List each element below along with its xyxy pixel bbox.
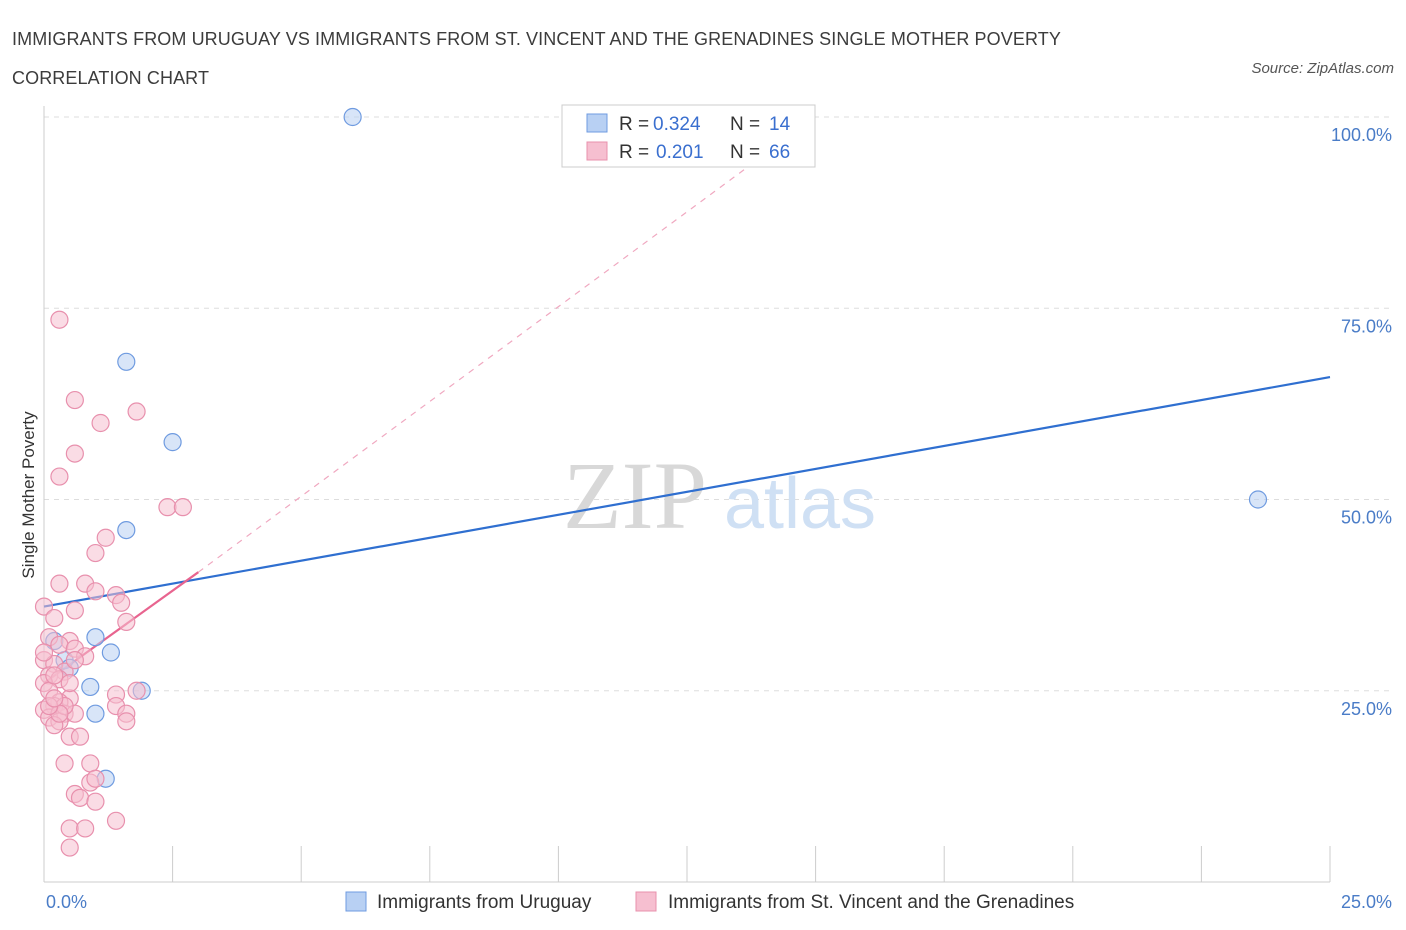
watermark: ZIP atlas [563, 442, 876, 549]
point-uruguay [343, 107, 362, 127]
point-uruguay [117, 352, 136, 371]
bottom-legend-swatch-stvincent [635, 891, 657, 912]
point-stvincent [65, 390, 84, 410]
point-stvincent [96, 528, 115, 547]
point-stvincent [70, 788, 90, 807]
watermark-zip: ZIP [563, 442, 707, 549]
point-stvincent [70, 727, 90, 746]
trend-line-uruguay [43, 376, 1331, 608]
point-stvincent [106, 811, 126, 830]
point-stvincent [60, 673, 79, 693]
point-stvincent [86, 769, 105, 788]
point-stvincent [55, 754, 74, 773]
legend-swatch-uruguay [586, 113, 608, 133]
y-tick-label: 50.0% [1341, 508, 1392, 528]
point-stvincent [34, 597, 54, 616]
legend-n-value-1: 14 [769, 114, 791, 135]
x-tick-label-min: 0.0% [46, 892, 87, 912]
point-uruguay [117, 520, 136, 540]
trend-line-stvincent-extension [197, 116, 816, 573]
point-stvincent [81, 754, 100, 773]
bottom-legend-label-uruguay: Immigrants from Uruguay [377, 892, 592, 913]
grid-lines [44, 116, 1392, 692]
x-tick-label-max: 25.0% [1341, 892, 1392, 912]
bottom-legend: Immigrants from Uruguay Immigrants from … [345, 891, 1074, 913]
legend-box: R = 0.324 N = 14 R = 0.201 N = 66 [561, 104, 816, 168]
point-uruguay [86, 704, 105, 723]
point-stvincent [127, 402, 146, 421]
point-stvincent [60, 838, 79, 857]
chart-title: IMMIGRANTS FROM URUGUAY VS IMMIGRANTS FR… [12, 29, 1061, 88]
point-stvincent [173, 498, 192, 517]
point-stvincent [117, 612, 136, 632]
y-axis-title: Single Mother Poverty [19, 411, 38, 579]
x-ticks [43, 846, 1331, 882]
point-uruguay [163, 433, 182, 452]
legend-n-label-1: N = [730, 114, 760, 135]
point-stvincent [45, 689, 64, 708]
point-uruguay [86, 628, 105, 647]
legend-r-value-1: 0.324 [653, 114, 701, 135]
legend-r-value-2: 0.201 [656, 142, 704, 163]
point-stvincent [50, 635, 69, 654]
point-stvincent [112, 593, 131, 612]
point-stvincent [65, 651, 84, 670]
y-tick-label: 100.0% [1331, 125, 1392, 145]
point-stvincent [50, 310, 69, 329]
source-label: Source: ZipAtlas.com [1251, 60, 1394, 77]
watermark-atlas: atlas [724, 464, 876, 544]
point-stvincent [158, 498, 177, 517]
legend-r-label-1: R = [619, 114, 649, 135]
point-stvincent [65, 444, 84, 463]
point-uruguay [1248, 490, 1268, 509]
point-stvincent [34, 643, 54, 662]
point-stvincent [76, 819, 95, 838]
point-uruguay [101, 643, 120, 662]
point-stvincent [86, 582, 105, 601]
point-stvincent [45, 608, 64, 628]
point-stvincent [50, 467, 69, 486]
point-stvincent [86, 543, 105, 563]
data-points [34, 107, 1268, 857]
y-tick-labels: 25.0% 50.0% 75.0% 100.0% [1331, 125, 1392, 719]
legend-n-value-2: 66 [769, 142, 790, 163]
point-stvincent [45, 666, 64, 685]
point-stvincent [86, 792, 105, 811]
point-stvincent [65, 601, 84, 620]
legend-n-label-2: N = [730, 142, 760, 163]
bottom-legend-swatch-uruguay [345, 891, 367, 912]
point-stvincent [127, 681, 146, 700]
bottom-legend-label-stvincent: Immigrants from St. Vincent and the Gren… [668, 892, 1074, 913]
y-tick-label: 75.0% [1341, 316, 1392, 336]
legend-swatch-stvincent [586, 141, 608, 161]
point-stvincent [91, 413, 110, 433]
trend-lines [43, 116, 1331, 684]
legend-r-label-2: R = [619, 142, 649, 163]
point-stvincent [60, 819, 79, 838]
point-stvincent [117, 712, 136, 731]
point-uruguay [81, 677, 100, 697]
point-stvincent [50, 574, 69, 593]
y-tick-label: 25.0% [1341, 699, 1392, 719]
